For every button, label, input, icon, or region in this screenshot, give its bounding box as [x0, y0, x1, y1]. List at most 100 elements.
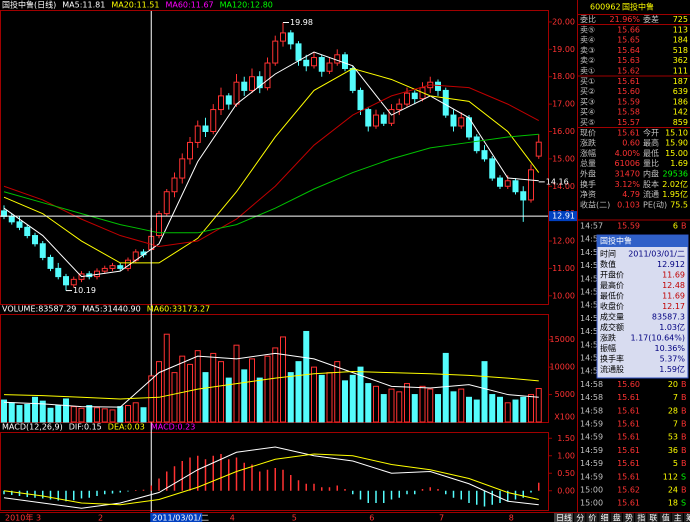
tab[interactable] [635, 513, 647, 522]
trade-time: 14:57 [580, 235, 603, 244]
book-volume: 187 [673, 77, 688, 86]
candle-body [194, 125, 201, 143]
candle-body [528, 169, 534, 201]
candle-body [520, 191, 527, 201]
trade-time: 15:00 [580, 486, 603, 495]
tooltip-value: 11.69 [662, 292, 685, 301]
volume-bar [280, 336, 286, 423]
tab-label[interactable]: 指 [637, 513, 645, 522]
tooltip-value: 11.69 [662, 271, 685, 280]
volume-bar [78, 407, 85, 423]
date-label: 7 [439, 514, 444, 522]
volume-bar [295, 361, 302, 423]
tab-label[interactable]: 联 [649, 514, 657, 522]
tab-label[interactable]: 分 [576, 514, 584, 522]
volume-bar [156, 361, 162, 423]
tab[interactable] [610, 513, 622, 522]
tab-label[interactable]: 盘 [613, 513, 621, 522]
trade-price: 15.61 [617, 420, 640, 429]
volume-bar [411, 394, 418, 423]
stat-value: 2.02亿 [662, 179, 688, 189]
trade-volume: 24 [668, 486, 678, 495]
book-volume: 518 [673, 46, 688, 55]
y-tick-label: 5000 [555, 390, 575, 399]
tab[interactable] [574, 513, 586, 522]
volume-bar [132, 402, 139, 423]
trade-time: 14:57 [580, 222, 603, 231]
stat-value: 1.95亿 [662, 189, 688, 199]
tab[interactable] [671, 513, 683, 522]
volume-ma [3, 371, 539, 400]
stat-label: 内盘 [643, 169, 659, 179]
tab[interactable] [623, 513, 634, 522]
macd-frame [0, 432, 549, 511]
tab[interactable] [684, 513, 690, 522]
tab[interactable] [647, 513, 659, 522]
volume-bar [404, 383, 410, 423]
legend-item: VOLUME:83587.29 [2, 305, 76, 314]
y-tick-label: 18.00 [552, 72, 575, 81]
tooltip-value: 12.17 [662, 302, 685, 311]
book-label: 卖⑤ [580, 25, 595, 34]
tab-label[interactable]: 细 [601, 513, 609, 522]
book-label: 买② [580, 87, 595, 96]
volume-bar [357, 366, 364, 423]
candle-body [24, 226, 31, 237]
stat-label: 今开 [643, 127, 659, 137]
stat-value: 4.00% [615, 149, 641, 158]
book-label: 买③ [580, 97, 595, 106]
tab[interactable] [659, 513, 671, 522]
tab-label[interactable]: 日线 [556, 513, 572, 522]
tooltip-label: 换手率 [600, 354, 624, 364]
trade-time: 15:00 [580, 499, 603, 508]
volume-bar [535, 388, 542, 423]
tab[interactable] [586, 513, 598, 522]
tab-label[interactable]: 筹 [686, 513, 690, 522]
trade-side: B [681, 420, 687, 429]
book-price: 15.66 [617, 25, 640, 34]
trade-time: 14:59 [580, 433, 603, 442]
tab-label[interactable]: 值 [662, 513, 670, 522]
tab-label[interactable]: 价 [588, 514, 596, 522]
trade-volume: 5 [673, 459, 678, 468]
candle-body [287, 32, 294, 45]
trade-price: 15.62 [617, 486, 640, 495]
y-tick-label: 14.00 [552, 182, 575, 191]
stat-value: 15.00 [665, 149, 688, 158]
trade-price: 15.61 [617, 472, 640, 481]
tooltip-label: 成交额 [600, 322, 624, 332]
trade-time: 14:57 [580, 314, 603, 323]
trade-price: 15.61 [617, 459, 640, 468]
volume-bar [342, 380, 348, 423]
trade-side: S [681, 472, 686, 481]
tab[interactable] [598, 513, 610, 522]
book-volume: 639 [673, 87, 688, 96]
candle-body [225, 95, 232, 105]
candle-body [489, 158, 496, 179]
volume-bar [481, 361, 488, 423]
candle-body [156, 213, 162, 237]
volume-bar [218, 361, 224, 423]
stat-label: 涨幅 [580, 148, 596, 158]
tooltip-value: 12.48 [662, 281, 685, 290]
tab-label[interactable]: 主 [674, 513, 682, 522]
candle-body [411, 92, 418, 100]
volume-bar [39, 400, 46, 423]
trade-side: B [681, 393, 687, 402]
trade-time: 14:57 [580, 327, 603, 336]
stat-label: 最高 [643, 138, 659, 148]
crosshair-tag [549, 211, 577, 222]
volume-bar [187, 363, 193, 423]
trade-price: 15.61 [617, 406, 640, 415]
candle-body [32, 235, 38, 245]
trade-volume: 112 [663, 472, 678, 481]
volume-bar [473, 399, 480, 423]
tab[interactable] [554, 513, 573, 522]
trade-time: 14:58 [580, 406, 603, 415]
trade-side: B [681, 459, 687, 468]
candle-body [334, 54, 341, 64]
tab-label[interactable]: 势 [625, 513, 633, 522]
stat-value: 61006 [615, 159, 640, 168]
